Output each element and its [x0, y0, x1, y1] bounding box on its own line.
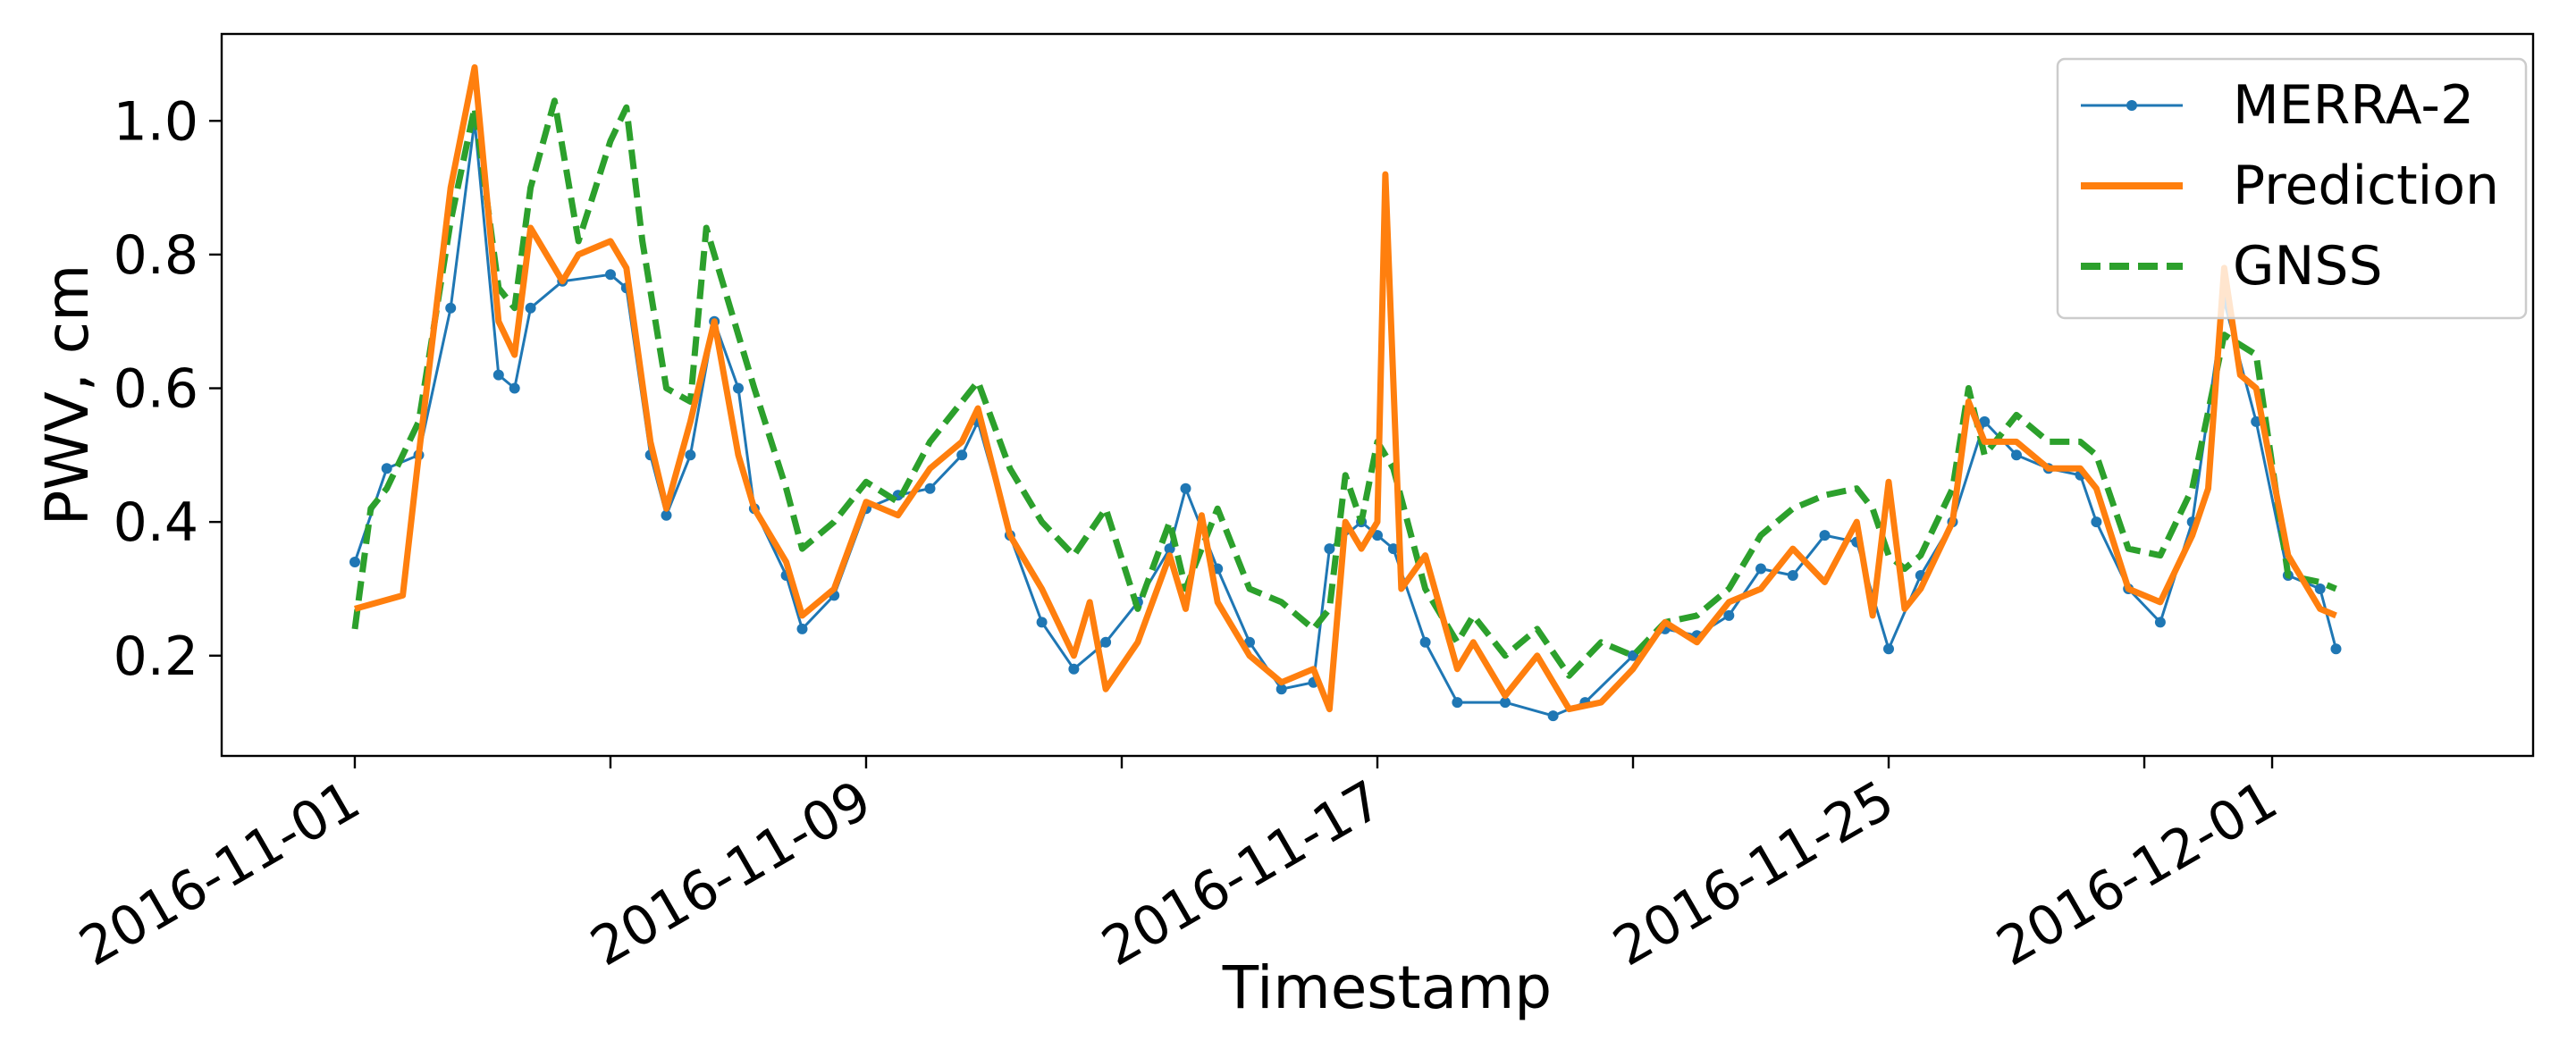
legend: MERRA-2 Prediction GNSS	[2056, 57, 2528, 320]
y-tick-label: 1.0	[114, 90, 198, 153]
data-point-merra2	[1387, 543, 1399, 555]
legend-marker-merra2	[2126, 100, 2137, 111]
y-tick-label: 0.4	[114, 491, 198, 554]
data-point-merra2	[445, 302, 457, 314]
data-point-merra2	[1723, 609, 1735, 621]
data-point-merra2	[605, 269, 616, 281]
data-point-merra2	[1419, 636, 1431, 648]
data-point-merra2	[1275, 684, 1287, 695]
series-layer	[349, 63, 2342, 722]
data-point-merra2	[492, 369, 504, 381]
data-point-merra2	[685, 449, 696, 461]
data-point-merra2	[2314, 583, 2326, 594]
data-point-merra2	[2154, 617, 2166, 628]
data-point-merra2	[1180, 483, 1191, 494]
y-axis-label: PWV, cm	[33, 264, 102, 526]
data-point-merra2	[1452, 697, 1463, 709]
data-point-merra2	[1979, 415, 1991, 427]
data-point-merra2	[1500, 697, 1511, 709]
legend-box	[2056, 57, 2528, 320]
data-point-merra2	[1100, 636, 1112, 648]
data-point-merra2	[1244, 636, 1255, 648]
data-point-merra2	[733, 382, 744, 394]
series-line-prediction	[354, 63, 2337, 713]
data-point-merra2	[1372, 530, 1383, 541]
data-point-merra2	[2251, 415, 2262, 427]
data-point-merra2	[349, 557, 360, 567]
data-point-merra2	[1819, 530, 1831, 541]
legend-label-prediction: Prediction	[2233, 155, 2499, 217]
data-point-merra2	[2011, 449, 2022, 461]
data-point-merra2	[956, 449, 968, 461]
data-point-merra2	[2330, 643, 2342, 655]
legend-label-gnss: GNSS	[2233, 235, 2383, 298]
data-point-merra2	[924, 483, 936, 494]
data-point-merra2	[1068, 663, 1080, 675]
data-point-merra2	[1036, 617, 1048, 628]
data-point-merra2	[525, 302, 536, 314]
data-point-merra2	[1628, 650, 1638, 661]
data-point-merra2	[509, 382, 520, 394]
y-tick-label: 0.8	[114, 224, 198, 287]
data-point-merra2	[1755, 563, 1766, 575]
y-tick-label: 0.6	[114, 358, 198, 421]
data-point-merra2	[381, 463, 392, 474]
data-point-merra2	[661, 509, 672, 521]
data-point-merra2	[2091, 516, 2102, 528]
data-point-merra2	[1324, 543, 1335, 555]
x-axis-label: Timestamp	[1222, 953, 1552, 1022]
y-tick-label: 0.2	[114, 625, 198, 688]
data-point-merra2	[1547, 710, 1559, 722]
data-point-merra2	[1787, 570, 1798, 581]
legend-label-merra2: MERRA-2	[2233, 74, 2474, 137]
data-point-merra2	[796, 623, 808, 634]
data-point-merra2	[1883, 643, 1894, 655]
y-axis: 0.2 0.4 0.6 0.8 1.0	[114, 90, 222, 688]
